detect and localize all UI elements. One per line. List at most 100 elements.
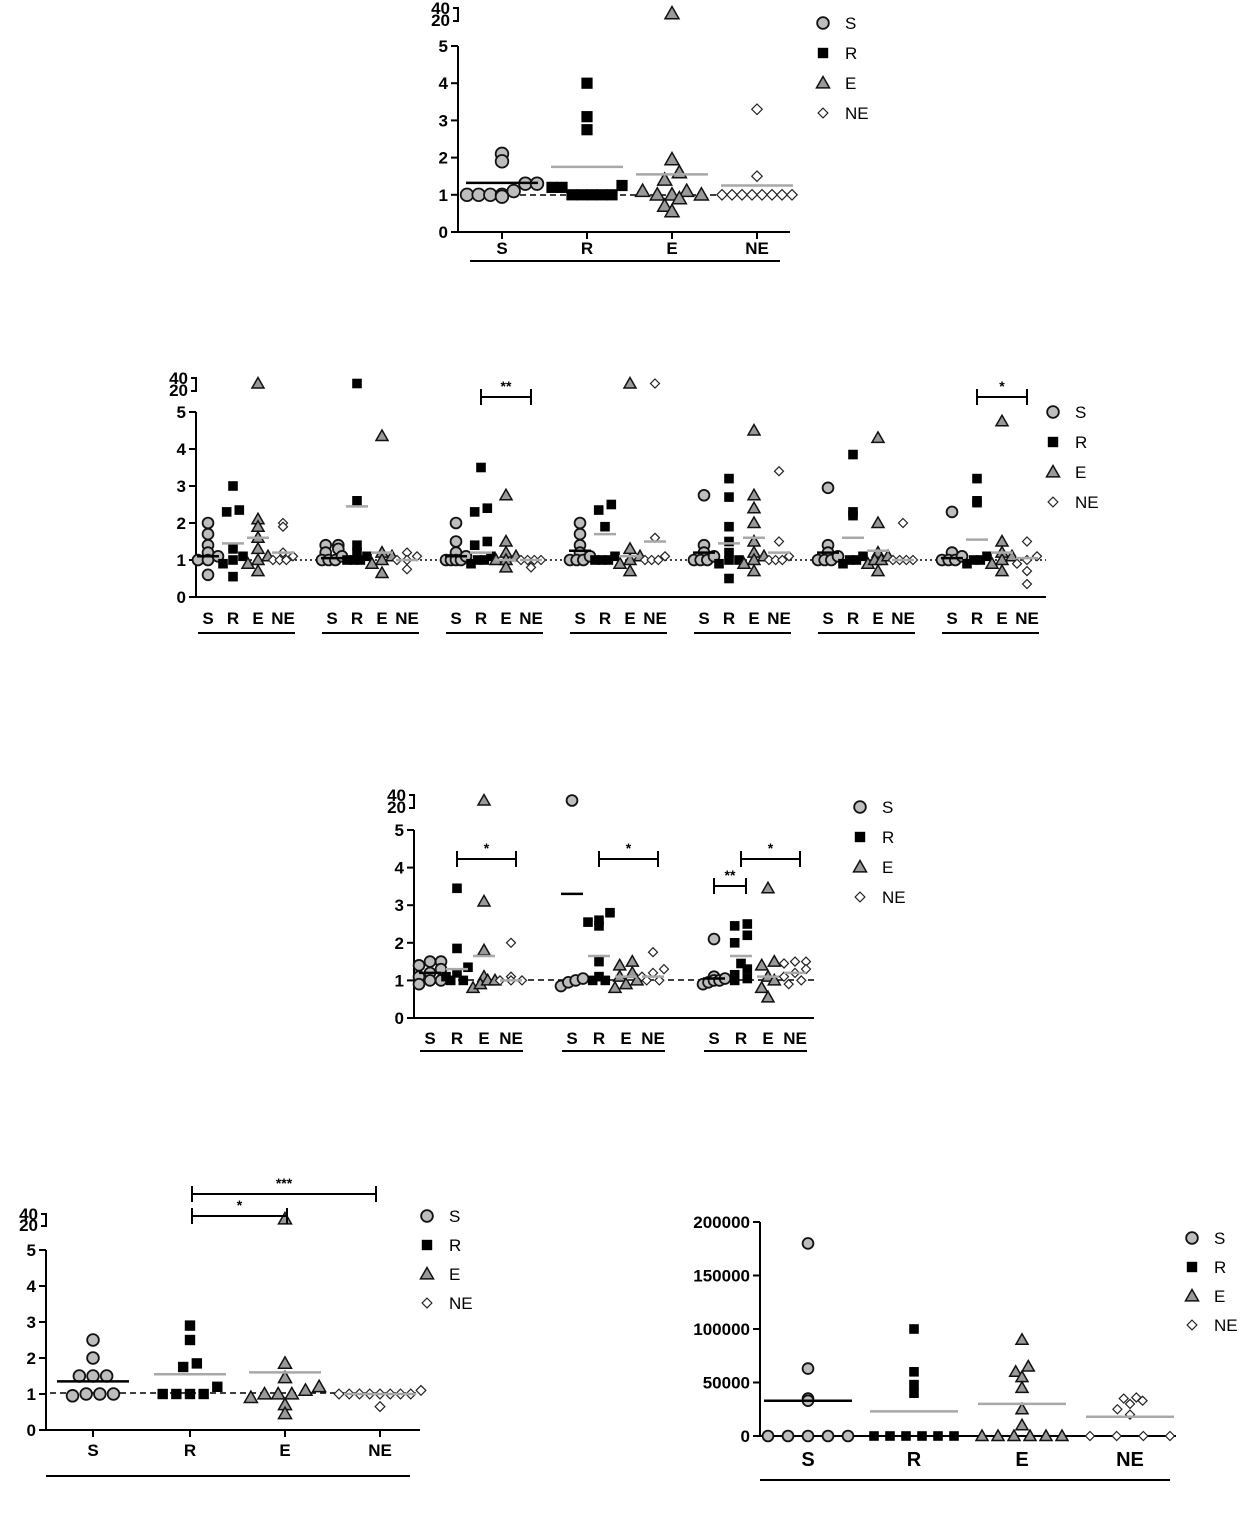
- x-tick-label: S: [574, 609, 585, 628]
- y-tick-label: 1: [395, 971, 404, 990]
- data-point: [498, 487, 514, 501]
- data-point: [228, 571, 238, 582]
- data-point: [218, 558, 228, 569]
- data-point: [1014, 1401, 1030, 1415]
- data-point: [870, 430, 886, 444]
- data-point: [1014, 1417, 1030, 1431]
- data-point: [201, 568, 215, 582]
- data-point: [724, 555, 734, 565]
- data-point: [573, 516, 587, 530]
- data-point: [724, 547, 734, 558]
- y-tick-label: 4: [177, 440, 187, 459]
- data-point: [1006, 1428, 1022, 1442]
- x-tick-label: NE: [519, 609, 543, 628]
- data-point: [352, 547, 362, 558]
- data-point: [221, 507, 232, 517]
- data-point: [735, 188, 749, 201]
- data-point: [746, 515, 762, 529]
- y-tick-label: 20: [19, 1216, 38, 1235]
- x-tick-label: E: [872, 609, 883, 628]
- x-tick-label: E: [666, 239, 677, 258]
- x-tick-label: R: [735, 1029, 747, 1048]
- data-point: [990, 1428, 1006, 1442]
- x-tick-label: R: [227, 609, 239, 628]
- data-point: [576, 189, 588, 201]
- data-point: [277, 1355, 293, 1370]
- legend-label: NE: [1075, 493, 1099, 512]
- data-point: [607, 980, 623, 994]
- y-tick-label: 40: [387, 786, 406, 805]
- data-point: [423, 955, 437, 968]
- significance-label: **: [725, 867, 736, 883]
- data-point: [483, 187, 498, 203]
- data-point: [479, 555, 490, 565]
- data-point: [647, 946, 659, 958]
- data-point: [374, 565, 390, 579]
- data-point: [1014, 1380, 1030, 1394]
- legend-label: R: [1214, 1258, 1226, 1277]
- legend-label: NE: [1214, 1316, 1238, 1335]
- legend-marker-ne: [1047, 496, 1059, 508]
- data-point: [968, 555, 979, 565]
- data-point: [581, 77, 593, 89]
- data-point: [962, 558, 972, 569]
- legend-marker-s: [1185, 1231, 1199, 1245]
- data-point: [228, 481, 238, 491]
- data-point: [277, 1405, 293, 1420]
- data-point: [653, 975, 665, 986]
- data-point: [783, 978, 795, 990]
- x-tick-label: NE: [271, 609, 295, 628]
- data-point: [742, 973, 753, 984]
- data-point: [184, 1320, 196, 1331]
- x-tick-label: E: [624, 609, 635, 628]
- data-point: [250, 375, 266, 389]
- y-tick-label: 0: [741, 1427, 750, 1446]
- data-point: [781, 1429, 795, 1443]
- data-point: [901, 1431, 911, 1441]
- data-point: [556, 181, 568, 193]
- data-point: [476, 893, 492, 907]
- data-point: [412, 977, 426, 991]
- data-point: [355, 555, 366, 565]
- data-point: [972, 497, 982, 508]
- data-point: [1021, 1358, 1036, 1372]
- data-point: [476, 462, 486, 473]
- legend-marker-e: [852, 858, 868, 873]
- data-point: [583, 917, 593, 927]
- data-point: [581, 124, 593, 136]
- x-tick-label: NE: [1116, 1449, 1144, 1471]
- significance-label: *: [999, 378, 1005, 394]
- data-point: [649, 378, 661, 389]
- data-point: [622, 541, 638, 555]
- data-point: [605, 907, 615, 918]
- data-point: [789, 956, 801, 967]
- legend-label: E: [449, 1265, 460, 1284]
- data-point: [658, 963, 670, 975]
- data-point: [742, 930, 753, 941]
- data-point: [616, 179, 628, 192]
- data-point: [848, 510, 858, 521]
- data-point: [1164, 1430, 1176, 1442]
- y-tick-label: 40: [169, 369, 188, 388]
- data-point: [201, 516, 215, 530]
- significance-label: *: [768, 840, 774, 856]
- significance-label: *: [484, 840, 490, 856]
- legend-label: E: [1214, 1287, 1225, 1306]
- data-point: [494, 189, 510, 204]
- data-point: [476, 942, 492, 956]
- legend-label: R: [1075, 433, 1087, 452]
- data-point: [975, 555, 986, 565]
- data-point: [734, 555, 744, 565]
- x-tick-label: S: [87, 1441, 98, 1460]
- data-point: [760, 989, 776, 1003]
- data-point: [240, 556, 256, 569]
- data-point: [785, 188, 799, 201]
- data-point: [234, 505, 245, 515]
- y-axis-break: [41, 1213, 47, 1227]
- legend-label: NE: [882, 888, 906, 907]
- y-tick-label: 2: [439, 149, 448, 168]
- data-point: [984, 556, 1000, 569]
- data-point: [801, 1237, 815, 1250]
- data-point: [778, 971, 790, 982]
- data-point: [581, 111, 593, 123]
